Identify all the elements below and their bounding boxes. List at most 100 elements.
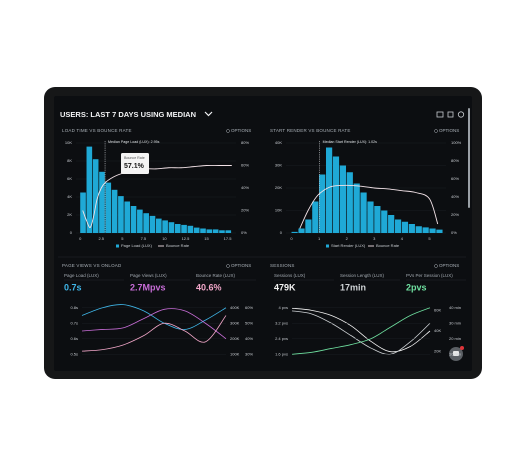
y-tick-label: 30 min	[449, 320, 461, 325]
series-line	[81, 304, 227, 330]
histogram-bar	[346, 172, 353, 233]
y-tick-label: 2K	[67, 212, 72, 217]
histogram-bar	[124, 201, 131, 233]
legend-label: Page Load (LUX)	[121, 243, 153, 248]
histogram-bar	[408, 224, 415, 233]
options-button[interactable]: OPTIONS	[439, 128, 459, 133]
legend-label: Bounce Rate	[166, 243, 190, 248]
histogram-bar	[162, 220, 168, 233]
y-tick-label: 8K	[67, 158, 72, 163]
histogram-bar	[181, 224, 187, 233]
legend-label: Start Render (LUX)	[331, 243, 366, 248]
histogram-bar	[193, 227, 200, 233]
histogram-bar	[339, 165, 346, 233]
histogram-bar	[312, 201, 319, 233]
x-tick-label: 5	[428, 236, 431, 241]
legend-swatch	[116, 244, 119, 248]
series-line	[81, 315, 227, 352]
y-tick-label: 10 min	[449, 351, 461, 356]
histogram-bar	[156, 218, 162, 233]
histogram-bar	[118, 196, 124, 233]
series-line	[81, 308, 227, 340]
y-tick-label: 20K	[434, 349, 441, 354]
y-tick-label: 40K	[434, 328, 441, 333]
y-tick-label: 4K	[67, 194, 72, 199]
monitor-icon[interactable]	[436, 111, 444, 118]
x-tick-label: 12.5	[182, 236, 191, 241]
stat-label: Page Views (LUX)	[130, 273, 167, 278]
x-tick-label: 1	[318, 236, 321, 241]
y-tick-label: 0	[70, 230, 73, 235]
chat-badge	[460, 346, 464, 350]
y-tick-label: 200K	[230, 336, 240, 341]
histogram-bar	[394, 219, 402, 233]
histogram-bar	[388, 215, 395, 233]
stat-value: 2.7Mpvs	[130, 282, 166, 292]
options-button[interactable]: OPTIONS	[231, 128, 251, 133]
y-tick-label: 30K	[275, 163, 282, 168]
histogram-bar	[374, 206, 381, 233]
x-tick-label: 0	[79, 236, 82, 241]
dashboard-title[interactable]: USERS: LAST 7 DAYS USING MEDIAN	[60, 110, 196, 119]
help-icon[interactable]	[457, 111, 465, 118]
tooltip-point	[133, 167, 137, 170]
scrollbar[interactable]	[468, 108, 470, 208]
options-icon[interactable]	[226, 264, 230, 268]
y-tick-label: 0.8s	[70, 305, 78, 310]
x-tick-label: 2.5	[98, 236, 104, 241]
y-tick-label: 300K	[230, 320, 240, 325]
x-tick-label: 5	[121, 236, 124, 241]
stat-label: PVs Per Session (LUX)	[406, 273, 453, 278]
stat-label: Sessions (LUX)	[274, 273, 306, 278]
histogram-bar	[105, 182, 112, 233]
stat-value: 479K	[274, 282, 296, 292]
histogram-bar	[319, 174, 326, 233]
series-line	[291, 307, 431, 355]
x-tick-label: 2	[346, 236, 349, 241]
y-tick-label: 0.7s	[70, 320, 78, 325]
histogram-bar	[436, 229, 443, 233]
histogram-bar	[130, 206, 137, 233]
histogram-bar	[149, 215, 156, 233]
histogram-bar	[305, 219, 312, 233]
options-icon[interactable]	[434, 264, 438, 268]
options-icon[interactable]	[226, 129, 230, 133]
x-tick-label: 0	[290, 236, 293, 241]
options-button[interactable]: OPTIONS	[439, 263, 459, 268]
y-tick-label: 3.2 pvs	[275, 320, 288, 325]
y-tick-label: 20 min	[449, 336, 461, 341]
y2-tick-label: 80%	[451, 158, 459, 163]
y-tick-label: 100K	[230, 351, 240, 356]
y2-tick-label: 80%	[241, 140, 249, 145]
histogram-bar	[326, 147, 333, 233]
x-tick-label: 7.5	[141, 236, 147, 241]
histogram-bar	[143, 213, 149, 233]
y-tick-label: 4 pvs	[278, 305, 288, 310]
options-icon[interactable]	[434, 129, 438, 133]
histogram-bar	[168, 222, 175, 233]
y2-tick-label: 0%	[241, 230, 247, 235]
tooltip-label: Bounce Rate	[124, 156, 145, 160]
x-tick-label: 17.5	[224, 236, 233, 241]
series-line	[291, 307, 431, 353]
legend-swatch	[326, 244, 329, 248]
x-tick-label: 3	[373, 236, 376, 241]
dropdown-chevron[interactable]	[204, 111, 213, 117]
options-button[interactable]: OPTIONS	[231, 263, 251, 268]
histogram-bar	[187, 225, 194, 233]
x-tick-label: 4	[401, 236, 404, 241]
histogram-bar	[367, 201, 374, 233]
y-tick-label: 50%	[245, 320, 253, 325]
panel-title: START RENDER VS BOUNCE RATE	[270, 128, 351, 133]
image-icon[interactable]	[447, 111, 454, 118]
y-tick-label: 0.5s	[70, 351, 78, 356]
y-tick-label: 0	[280, 230, 283, 235]
y-tick-label: 60K	[434, 307, 441, 312]
stat-label: Session Length (LUX)	[340, 273, 385, 278]
histogram-bar	[291, 231, 298, 233]
histogram-bar	[429, 228, 436, 233]
histogram-bar	[111, 189, 118, 233]
